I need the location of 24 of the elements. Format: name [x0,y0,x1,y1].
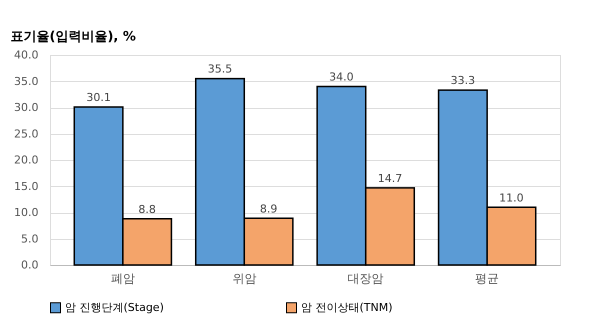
x-tick-label: 평균 [475,272,500,286]
y-tick-label: 10.0 [14,206,38,219]
legend-label: 암 진행단계(Stage) [65,300,164,314]
data-label: 35.5 [208,62,232,76]
data-label: 14.7 [378,172,402,185]
data-label: 34.0 [329,70,354,84]
x-tick-label: 위암 [232,272,256,286]
y-tick-label: 0.0 [21,258,38,272]
x-tick-label: 대장암 [348,272,384,286]
y-tick-label: 35.0 [14,74,38,88]
data-label: 30.1 [86,90,111,104]
data-label: 8.8 [138,202,156,216]
data-label: 11.0 [499,191,524,204]
y-tick-label: 5.0 [21,232,38,246]
y-tick-label: 20.0 [14,154,38,166]
y-tick-label: 15.0 [14,180,38,193]
y-tick-label: 30.0 [14,101,38,114]
y-tick-label: 40.0 [14,48,38,62]
legend-label: 암 전이상태(TNM) [301,300,393,314]
y-axis-title: 표기율(입력비율), % [10,30,136,44]
data-label: 33.3 [450,74,476,88]
x-tick-label: 폐암 [110,272,135,286]
y-tick-label: 25.0 [14,127,38,140]
data-label: 8.9 [260,202,278,216]
